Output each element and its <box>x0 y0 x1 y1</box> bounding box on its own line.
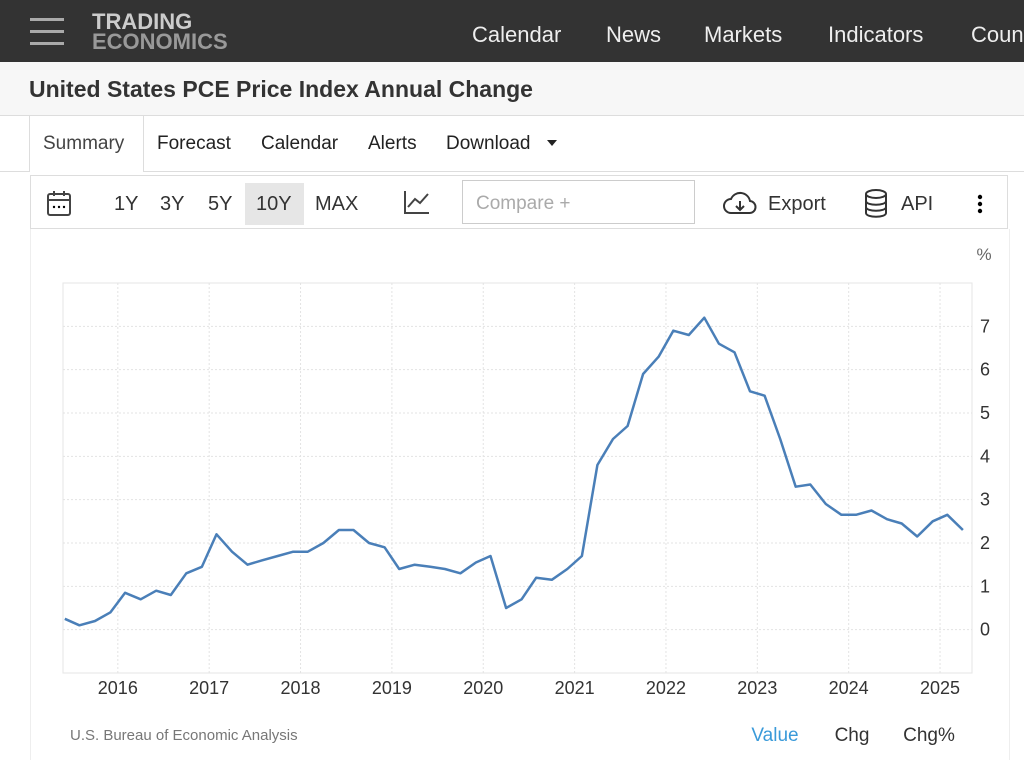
title-bar: United States PCE Price Index Annual Cha… <box>0 62 1024 116</box>
chg-toggle[interactable]: Chg <box>835 725 870 746</box>
range-button[interactable]: MAX <box>315 193 359 215</box>
export-button[interactable]: Export <box>768 193 826 215</box>
data-line <box>64 316 964 627</box>
y-tick-label: 2 <box>980 533 990 553</box>
y-tick-label: 4 <box>980 446 990 466</box>
menu-icon[interactable] <box>30 16 66 46</box>
nav-link[interactable]: Calendar <box>472 22 562 47</box>
nav-link[interactable]: Indicators <box>828 22 924 47</box>
chart-type-icon[interactable] <box>403 189 431 215</box>
tab[interactable]: Forecast <box>157 133 231 154</box>
api-button[interactable]: API <box>901 193 934 215</box>
y-tick-label: 7 <box>980 316 990 336</box>
logo-line2: ECONOMICS <box>92 29 228 54</box>
toolbar <box>30 175 1008 229</box>
x-tick-label: 2019 <box>372 678 412 698</box>
compare-placeholder: Compare + <box>476 193 571 214</box>
range-button[interactable]: 5Y <box>208 193 233 215</box>
logo-line1: TRADING <box>92 9 193 34</box>
caret <box>547 140 557 146</box>
unit-label: % <box>976 245 991 264</box>
top-bar: TRADING ECONOMICS Calendar News Markets I… <box>0 0 1024 62</box>
tab[interactable]: Calendar <box>261 133 339 154</box>
range-button[interactable]: 10Y <box>256 193 292 215</box>
source: U.S. Bureau of Economic Analysis <box>70 727 298 744</box>
x-tick-label: 2021 <box>555 678 595 698</box>
nav-link[interactable]: Markets <box>704 22 783 47</box>
nav-link[interactable]: News <box>606 22 662 47</box>
active-range-bg <box>245 183 304 225</box>
x-tick-label: 2024 <box>829 678 869 698</box>
compare-input[interactable]: Compare + <box>462 180 695 224</box>
y-tick-label: 1 <box>980 576 990 596</box>
tab[interactable]: Summary <box>43 133 125 154</box>
chg-pct-toggle[interactable]: Chg% <box>903 725 955 746</box>
calendar-icon[interactable] <box>46 190 74 218</box>
y-tick-label: 6 <box>980 360 990 380</box>
y-tick-label: 0 <box>980 620 990 640</box>
x-tick-label: 2022 <box>646 678 686 698</box>
more-icon[interactable] <box>976 193 984 217</box>
api-icon[interactable] <box>863 189 889 219</box>
value-toggle[interactable]: Value <box>751 725 798 746</box>
x-tick-label: 2016 <box>98 678 138 698</box>
page-title: United States PCE Price Index Annual Cha… <box>29 76 533 102</box>
x-tick-label: 2018 <box>281 678 321 698</box>
tab[interactable]: Download <box>446 133 531 154</box>
export-icon[interactable] <box>722 191 758 217</box>
logo[interactable]: TRADING ECONOMICS <box>92 9 228 54</box>
x-tick-label: 2025 <box>920 678 960 698</box>
nav-link[interactable]: Countries <box>971 22 1024 47</box>
x-tick-label: 2023 <box>737 678 777 698</box>
x-tick-label: 2020 <box>463 678 503 698</box>
plot-area <box>62 282 973 674</box>
y-tick-label: 3 <box>980 490 990 510</box>
range-button[interactable]: 1Y <box>114 193 139 215</box>
y-tick-label: 5 <box>980 403 990 423</box>
range-button[interactable]: 3Y <box>160 193 185 215</box>
x-tick-label: 2017 <box>189 678 229 698</box>
chart-panel <box>30 229 1010 760</box>
tab[interactable]: Alerts <box>368 133 417 154</box>
